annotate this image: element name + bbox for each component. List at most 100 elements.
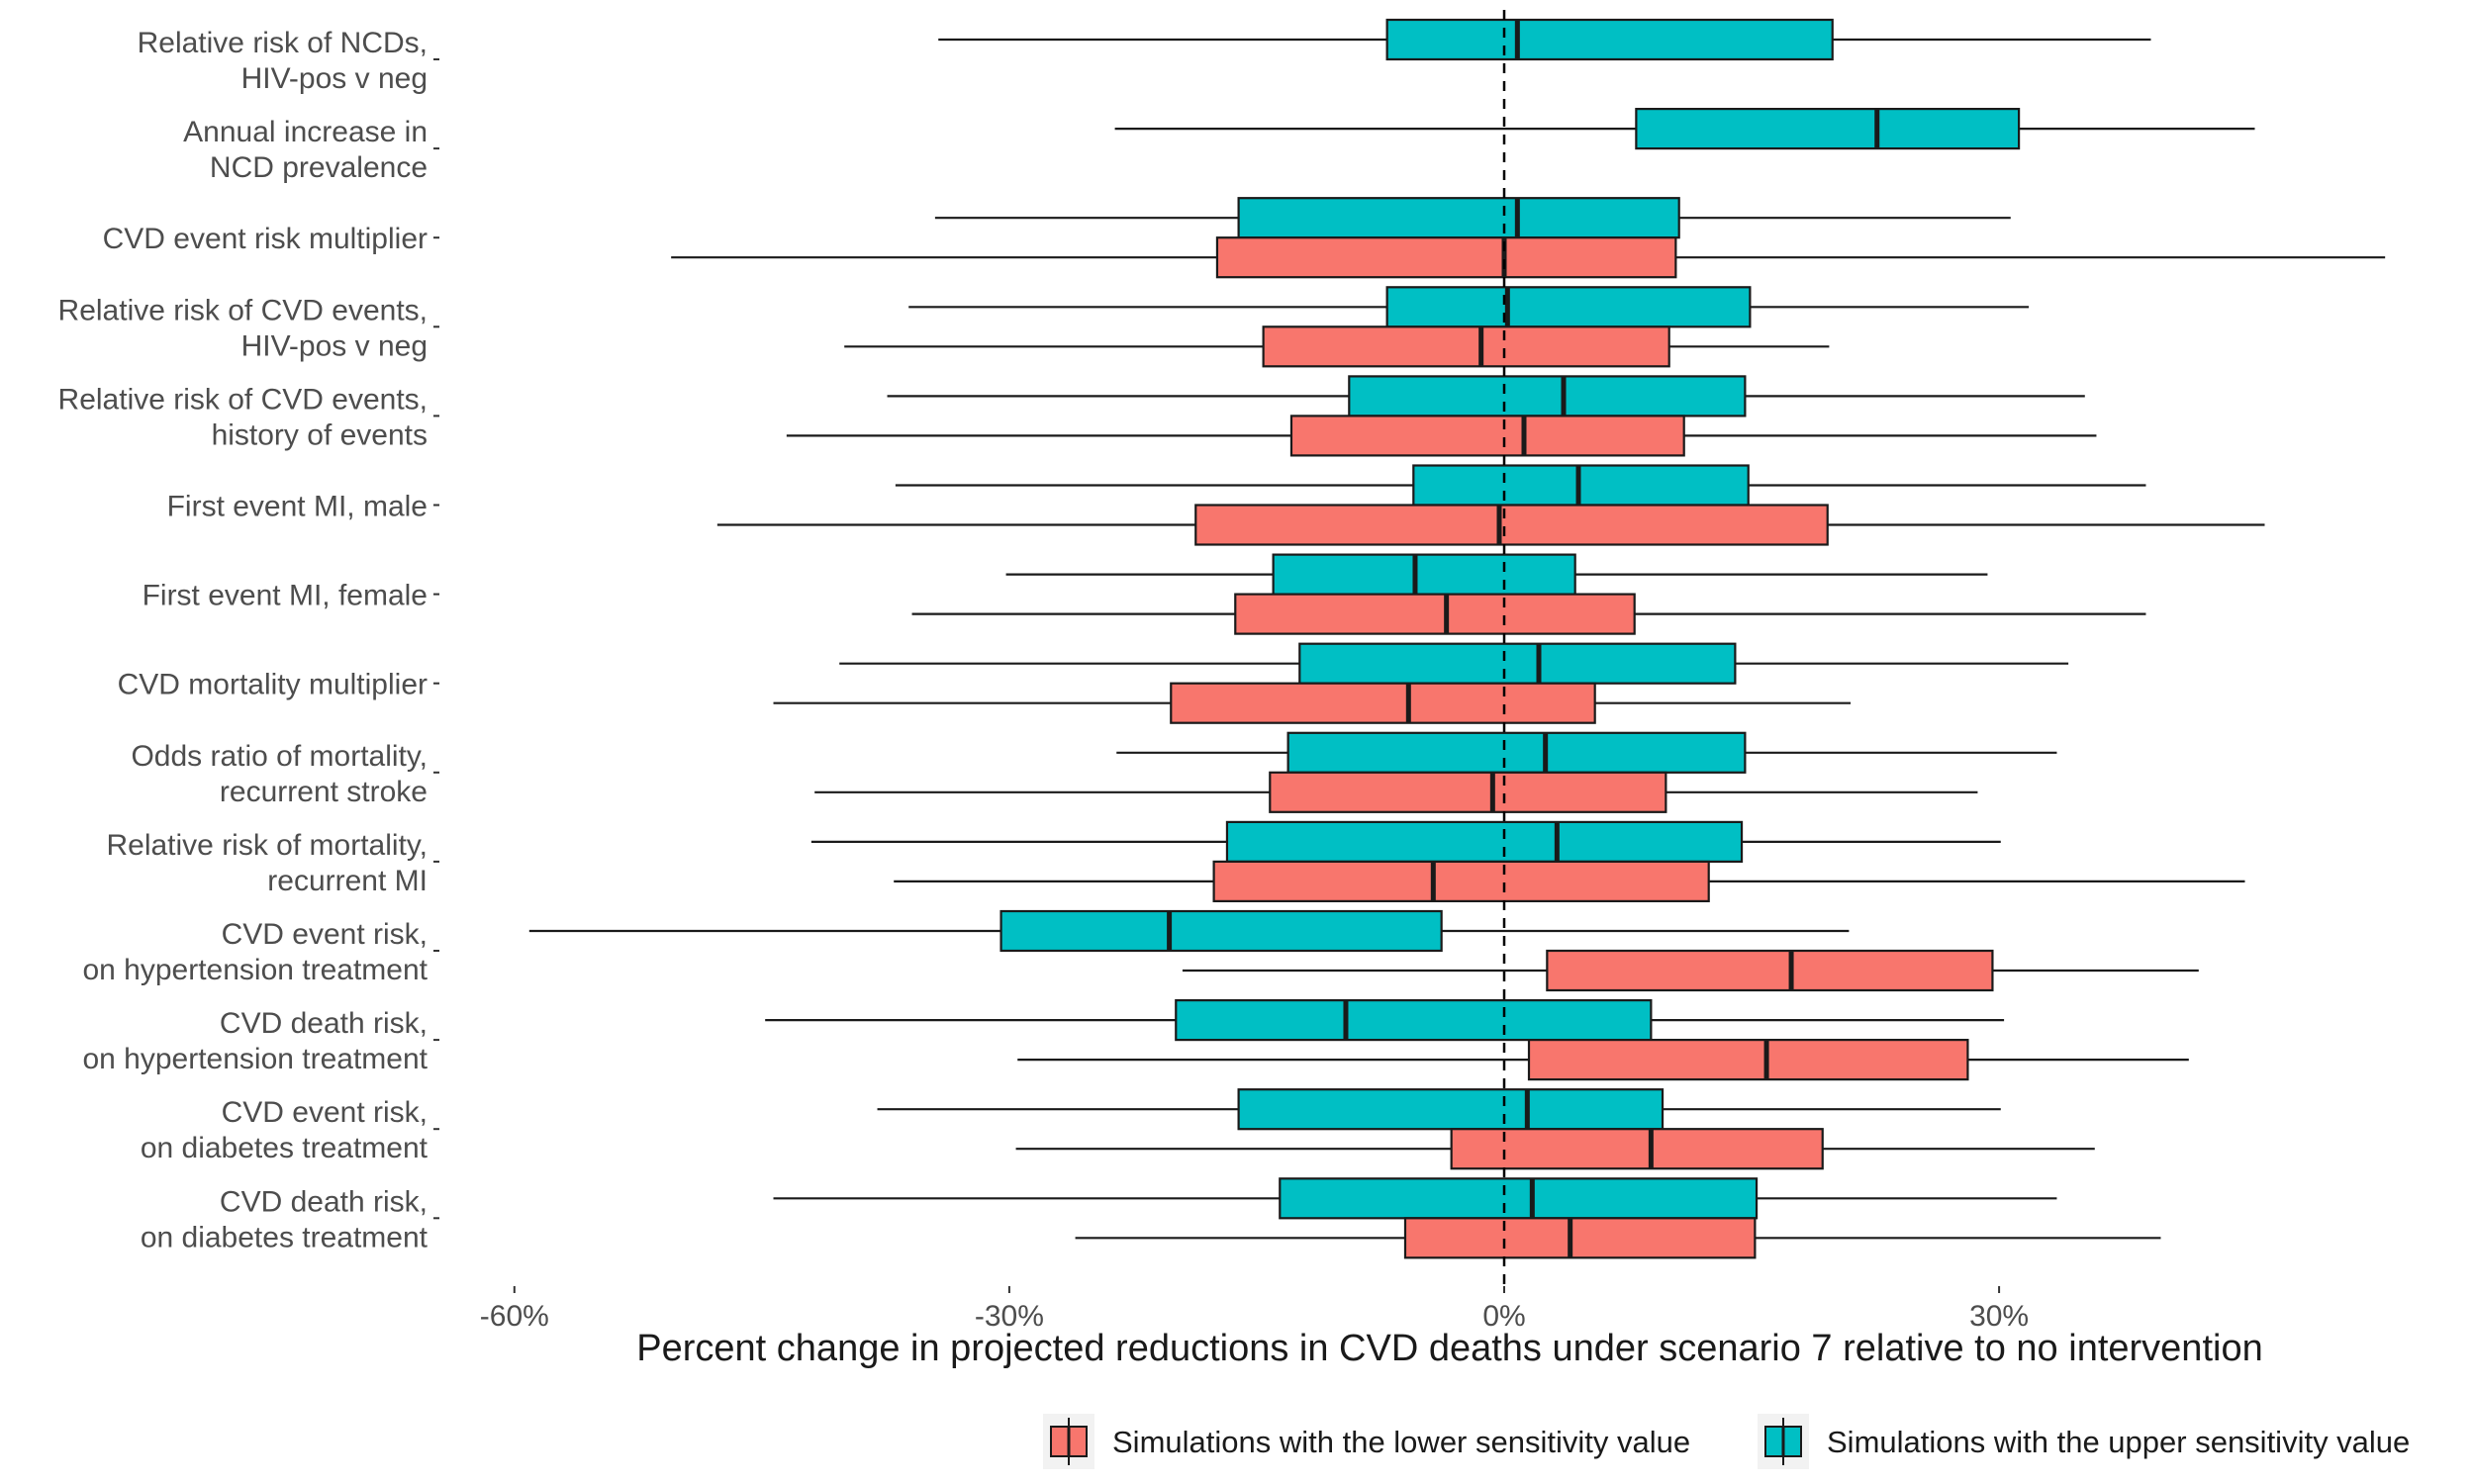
y-label-line: Annual increase in — [183, 116, 428, 148]
box-upper-12 — [877, 1088, 2001, 1131]
y-label-line: HIV-pos v neg — [241, 329, 428, 362]
box-lower-12 — [1015, 1128, 2095, 1170]
box-upper-2 — [934, 197, 2011, 239]
iqr-box-upper-3 — [1385, 286, 1752, 328]
box-lower-2 — [671, 236, 2386, 279]
box-upper-1 — [1114, 107, 2255, 150]
iqr-box-upper-1 — [1635, 107, 2021, 150]
y-label-7: CVD mortality multiplier — [118, 669, 428, 701]
box-upper-3 — [908, 286, 2030, 328]
iqr-box-lower-7 — [1170, 682, 1596, 724]
x-axis-title: Percent change in projected reductions i… — [636, 1328, 2262, 1369]
y-label-line: CVD mortality multiplier — [118, 669, 428, 701]
y-label-line: on hypertension treatment — [82, 954, 428, 986]
box-upper-8 — [1116, 731, 2057, 774]
iqr-box-upper-7 — [1298, 642, 1737, 685]
legend: Simulations with the lower sensitivity v… — [1043, 1414, 2410, 1469]
iqr-box-upper-9 — [1225, 820, 1744, 864]
iqr-box-lower-3 — [1262, 325, 1670, 368]
y-label-line: CVD event risk multiplier — [103, 223, 428, 255]
x-tick-label-2: 0% — [1482, 1300, 1525, 1333]
y-label-3: Relative risk of CVD events, HIV-pos v ne… — [58, 294, 428, 362]
y-label-6: First event MI, female — [143, 580, 428, 612]
legend-label-upper: Simulations with the upper sensitivity v… — [1827, 1425, 2410, 1459]
y-axis-labels: Relative risk of NCDs, HIV-pos v negAnnua… — [58, 27, 439, 1253]
iqr-box-lower-12 — [1450, 1128, 1824, 1170]
y-label-line: First event MI, female — [143, 580, 428, 612]
box-lower-5 — [716, 504, 2265, 546]
iqr-box-upper-8 — [1286, 731, 1747, 774]
y-label-line: on hypertension treatment — [82, 1043, 428, 1075]
y-label-8: Odds ratio of mortality, recurrent stroke — [131, 740, 428, 808]
iqr-box-upper-10 — [999, 909, 1443, 953]
iqr-box-lower-8 — [1269, 771, 1667, 813]
y-label-0: Relative risk of NCDs, HIV-pos v neg — [138, 27, 428, 95]
iqr-box-lower-13 — [1403, 1217, 1757, 1259]
legend-item-upper: Simulations with the upper sensitivity v… — [1758, 1414, 2410, 1469]
iqr-box-lower-11 — [1527, 1038, 1969, 1081]
y-label-line: NCD prevalence — [210, 151, 428, 184]
box-upper-11 — [765, 998, 2005, 1042]
y-label-line: First event MI, male — [167, 491, 428, 523]
y-label-4: Relative risk of CVD events, history of e… — [58, 383, 428, 451]
box-upper-9 — [810, 820, 2001, 864]
legend-label-lower: Simulations with the lower sensitivity v… — [1112, 1425, 1690, 1459]
y-label-line: Relative risk of CVD events, — [58, 294, 428, 326]
x-axis: -60% -30% 0% 30% — [480, 1286, 2029, 1333]
iqr-box-upper-5 — [1412, 464, 1750, 507]
iqr-box-lower-2 — [1215, 236, 1677, 279]
iqr-box-upper-4 — [1348, 375, 1747, 417]
y-label-line: CVD event risk, — [222, 1096, 428, 1129]
box-upper-10 — [528, 909, 1850, 953]
y-label-line: Relative risk of mortality, — [106, 829, 428, 862]
y-label-line: CVD death risk, — [220, 1007, 428, 1040]
box-lower-6 — [911, 593, 2146, 635]
y-label-line: Relative risk of NCDs, — [138, 27, 428, 59]
box-lower-4 — [786, 415, 2097, 457]
y-label-line: recurrent MI — [267, 865, 428, 897]
iqr-box-lower-6 — [1234, 593, 1636, 635]
x-tick-label-1: -30% — [975, 1300, 1044, 1333]
y-label-2: CVD event risk multiplier — [103, 223, 428, 255]
box-upper-6 — [1005, 553, 1988, 596]
iqr-box-upper-13 — [1279, 1177, 1759, 1220]
y-label-13: CVD death risk, on diabetes treatment — [141, 1185, 428, 1253]
box-lower-13 — [1075, 1217, 2161, 1259]
box-lower-8 — [814, 771, 1978, 813]
iqr-box-lower-10 — [1546, 949, 1994, 992]
y-label-line: on diabetes treatment — [141, 1221, 428, 1253]
box-lower-9 — [894, 860, 2245, 903]
iqr-box-lower-4 — [1289, 415, 1685, 457]
y-label-line: CVD event risk, — [222, 918, 428, 951]
y-label-line: history of events — [212, 418, 428, 451]
box-plots — [528, 18, 2386, 1259]
y-label-1: Annual increase in NCD prevalence — [183, 116, 428, 184]
y-label-line: recurrent stroke — [220, 776, 428, 808]
iqr-box-upper-11 — [1175, 998, 1653, 1042]
y-label-line: Odds ratio of mortality, — [131, 740, 428, 773]
legend-item-lower: Simulations with the lower sensitivity v… — [1043, 1414, 1690, 1469]
iqr-box-upper-0 — [1385, 18, 1834, 61]
y-label-12: CVD event risk, on diabetes treatment — [141, 1096, 428, 1164]
y-label-10: CVD event risk, on hypertension treatment — [82, 918, 428, 986]
y-label-11: CVD death risk, on hypertension treatment — [82, 1007, 428, 1075]
y-label-line: CVD death risk, — [220, 1185, 428, 1218]
iqr-box-upper-2 — [1237, 197, 1680, 239]
box-upper-5 — [895, 464, 2146, 507]
iqr-box-lower-5 — [1194, 504, 1829, 546]
iqr-box-upper-6 — [1272, 553, 1576, 596]
box-lower-10 — [1182, 949, 2199, 992]
iqr-box-lower-9 — [1212, 860, 1710, 903]
box-upper-13 — [773, 1177, 2057, 1220]
y-label-line: Relative risk of CVD events, — [58, 383, 428, 416]
box-lower-7 — [773, 682, 1852, 724]
y-label-5: First event MI, male — [167, 491, 428, 523]
x-tick-label-0: -60% — [480, 1300, 549, 1333]
box-upper-0 — [938, 18, 2151, 61]
y-label-line: HIV-pos v neg — [241, 62, 428, 95]
x-tick-label-3: 30% — [1969, 1300, 2029, 1333]
iqr-box-upper-12 — [1237, 1088, 1665, 1131]
y-label-line: on diabetes treatment — [141, 1132, 428, 1164]
